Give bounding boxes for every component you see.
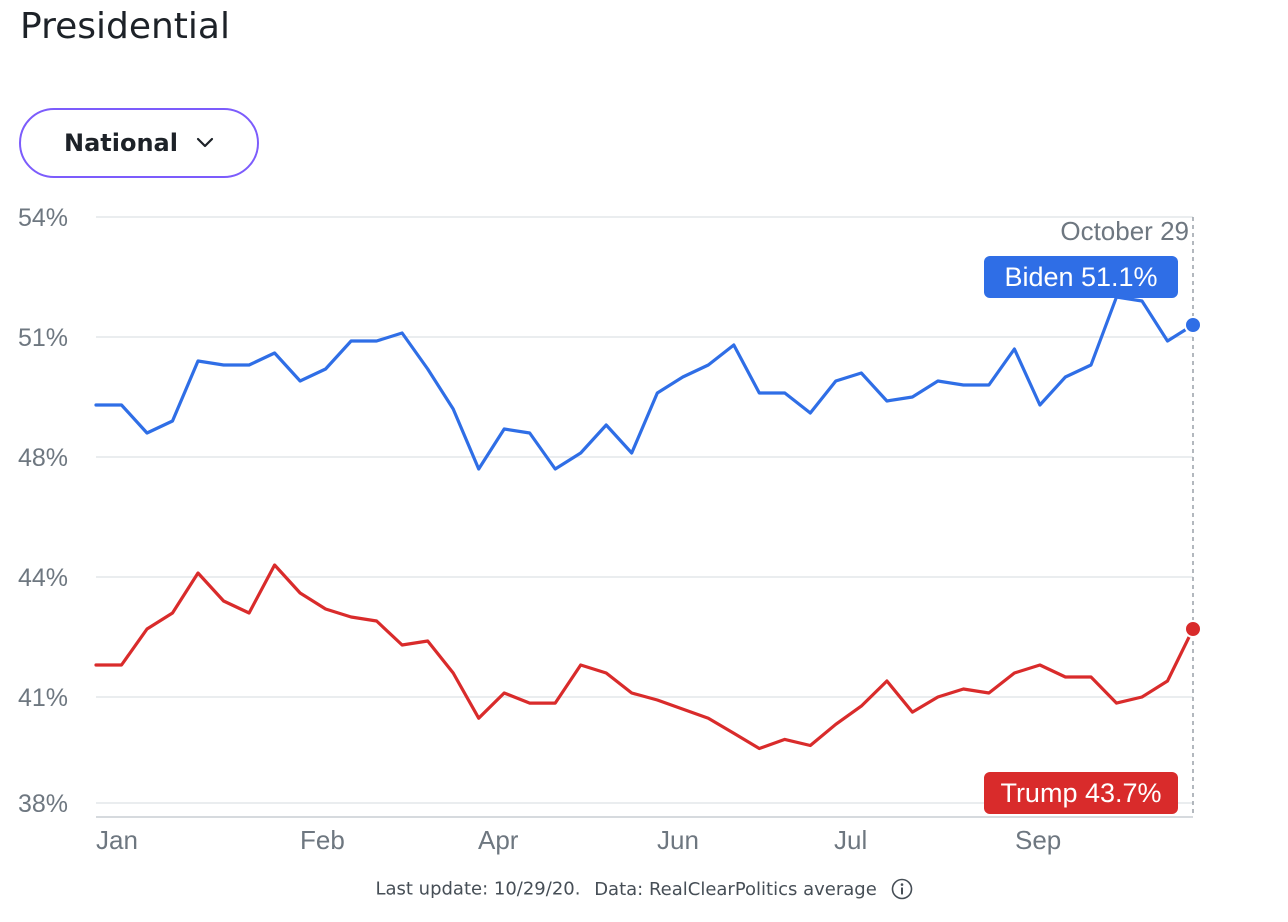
- x-tick-label: Apr: [478, 825, 519, 855]
- chevron-down-icon: [196, 137, 214, 148]
- info-icon[interactable]: [891, 878, 913, 900]
- x-tick-label: Jan: [96, 825, 138, 855]
- series-line-trump: [94, 563, 1195, 751]
- y-tick-label: 38%: [18, 790, 68, 818]
- series-line-biden: [94, 295, 1195, 471]
- y-tick-label: 54%: [18, 204, 68, 232]
- y-tick-label: 44%: [18, 564, 68, 592]
- series-callout-biden: [984, 256, 1178, 298]
- region-dropdown-label: National: [64, 129, 178, 157]
- last-update-text: Last update: 10/29/20.: [375, 878, 581, 900]
- data-source-text: Data: RealClearPolitics average: [594, 878, 877, 900]
- x-tick-label: Jul: [834, 825, 867, 855]
- x-tick-label: Jun: [657, 825, 699, 855]
- series-callout-trump: [984, 772, 1178, 814]
- region-dropdown[interactable]: National: [19, 108, 259, 178]
- chart-footer: Last update: 10/29/20. Data: RealClearPo…: [0, 878, 1288, 900]
- current-date-label: October 29: [1060, 216, 1189, 246]
- series-callout-text: Trump 43.7%: [1000, 778, 1161, 808]
- y-tick-label: 51%: [18, 324, 68, 352]
- series-endpoint-trump: [1184, 620, 1202, 638]
- y-tick-label: 41%: [18, 684, 68, 712]
- page-title: Presidential: [20, 6, 230, 47]
- poll-line-chart: 54% 51% 48% 44% 41% 38% Jan Feb Apr Jun Jul Sep Octo…: [18, 204, 1202, 855]
- series-callout-text: Biden 51.1%: [1004, 262, 1157, 292]
- series-endpoint-biden: [1184, 316, 1202, 334]
- x-tick-label: Sep: [1015, 825, 1061, 855]
- y-tick-label: 48%: [18, 444, 68, 472]
- x-tick-label: Feb: [300, 825, 345, 855]
